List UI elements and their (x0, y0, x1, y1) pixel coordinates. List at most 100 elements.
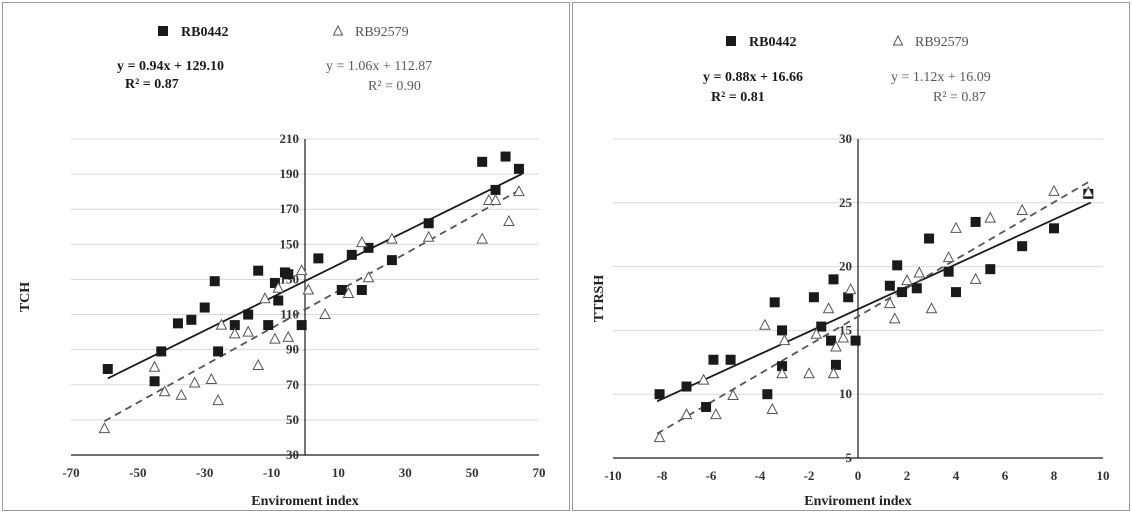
data-point-rb92579 (215, 318, 228, 330)
data-point-rb92579 (884, 297, 896, 309)
data-point-rb0442 (830, 359, 841, 370)
data-point-rb92579 (837, 331, 850, 343)
data-point-rb0442 (273, 295, 284, 306)
data-point-rb0442 (924, 233, 935, 244)
x-tick-label: 0 (855, 468, 862, 483)
data-point-rb0442 (777, 325, 788, 336)
data-point-rb92579 (302, 283, 315, 295)
x-axis-title: Enviroment index (804, 494, 911, 509)
y-tick-label: 110 (280, 307, 299, 322)
equation-rb0442: y = 0.94x + 129.10 (117, 59, 224, 74)
x-tick-label: -30 (196, 465, 213, 480)
data-point-rb92579 (342, 286, 355, 298)
data-point-rb92579 (282, 330, 295, 342)
data-point-rb0442 (253, 265, 264, 276)
x-tick-label: -10 (263, 465, 280, 480)
data-point-rb92579 (888, 312, 901, 324)
x-tick-label: 30 (399, 465, 412, 480)
data-point-rb92579 (830, 340, 842, 352)
data-point-rb92579 (803, 367, 815, 379)
trendline-rb0442 (656, 201, 1092, 403)
data-point-rb0442 (363, 242, 374, 253)
data-point-rb92579 (503, 214, 515, 227)
data-point-rb92579 (1082, 186, 1095, 198)
data-point-rb0442 (843, 292, 854, 303)
data-point-rb0442 (970, 216, 981, 227)
r-squared-rb92579: R² = 0.87 (933, 90, 986, 105)
data-point-rb0442 (500, 151, 511, 162)
data-point-rb92579 (759, 318, 771, 330)
data-point-rb92579 (776, 367, 788, 379)
y-tick-label: 20 (839, 259, 852, 274)
r-squared-rb0442: R² = 0.81 (711, 90, 765, 105)
data-point-rb0442 (283, 269, 294, 280)
data-point-rb0442 (263, 320, 274, 331)
data-point-rb92579 (252, 358, 265, 370)
data-point-rb92579 (1048, 184, 1060, 196)
legend-label-rb92579: RB92579 (355, 25, 409, 40)
trendline-rb0442 (107, 172, 523, 380)
data-point-rb0442 (884, 280, 895, 291)
x-tick-label: -50 (129, 465, 146, 480)
data-point-rb0442 (897, 287, 908, 298)
data-point-rb0442 (708, 354, 719, 365)
y-tick-label: 190 (280, 166, 300, 181)
data-point-rb0442 (681, 381, 692, 392)
data-point-rb92579 (984, 211, 997, 223)
r-squared-rb92579: R² = 0.90 (368, 79, 421, 94)
data-point-rb92579 (766, 402, 779, 415)
y-tick-label: 50 (286, 412, 299, 427)
y-tick-label: 90 (286, 342, 299, 357)
data-point-rb0442 (313, 253, 324, 264)
y-axis-title: TCH (18, 282, 33, 312)
data-point-rb0442 (423, 218, 434, 229)
data-point-rb92579 (205, 372, 218, 385)
data-point-rb92579 (212, 394, 224, 406)
data-point-rb0442 (1049, 223, 1059, 234)
legend-label-rb0442: RB0442 (749, 35, 796, 50)
equation-rb92579: y = 1.12x + 16.09 (891, 70, 991, 85)
data-point-rb92579 (827, 367, 840, 379)
data-point-rb0442 (654, 389, 665, 400)
data-point-rb0442 (725, 354, 736, 365)
data-point-rb0442 (769, 297, 780, 308)
data-point-rb0442 (356, 284, 367, 295)
x-tick-label: -6 (706, 468, 717, 483)
data-point-rb92579 (175, 388, 188, 400)
legend-label-rb0442: RB0442 (181, 25, 228, 40)
data-point-rb0442 (943, 266, 954, 277)
data-point-rb92579 (844, 282, 857, 295)
data-point-rb0442 (243, 309, 254, 320)
data-point-rb92579 (259, 292, 271, 304)
x-tick-label: 50 (466, 465, 479, 480)
data-point-rb0442 (1017, 241, 1028, 252)
data-point-rb0442 (951, 287, 961, 298)
data-point-rb92579 (1016, 203, 1028, 215)
y-tick-label: 25 (839, 195, 853, 210)
data-point-rb0442 (808, 292, 819, 303)
data-point-rb92579 (810, 327, 823, 339)
legend-label-rb92579: RB92579 (915, 35, 969, 50)
data-point-rb92579 (422, 230, 435, 242)
y-tick-label: 150 (280, 236, 300, 251)
equation-rb92579: y = 1.06x + 112.87 (326, 59, 432, 74)
data-point-rb0442 (149, 376, 160, 387)
chart-panel-tch: 30507090110130150170190210-70-50-30-1010… (2, 2, 570, 511)
data-point-rb92579 (228, 327, 241, 339)
data-point-rb92579 (188, 376, 201, 388)
data-point-rb0442 (490, 184, 501, 195)
data-point-rb0442 (172, 318, 183, 329)
data-point-rb92579 (98, 422, 111, 434)
x-tick-label: -2 (804, 468, 815, 483)
y-tick-label: 170 (280, 201, 300, 216)
data-point-rb0442 (762, 389, 773, 400)
data-point-rb0442 (892, 260, 903, 271)
x-tick-label: 70 (533, 465, 546, 480)
data-point-rb92579 (913, 266, 926, 278)
y-tick-label: 30 (839, 131, 852, 146)
data-point-rb0442 (209, 276, 220, 287)
data-point-rb0442 (777, 361, 788, 372)
data-point-rb92579 (362, 271, 375, 283)
x-tick-label: 10 (1097, 468, 1110, 483)
